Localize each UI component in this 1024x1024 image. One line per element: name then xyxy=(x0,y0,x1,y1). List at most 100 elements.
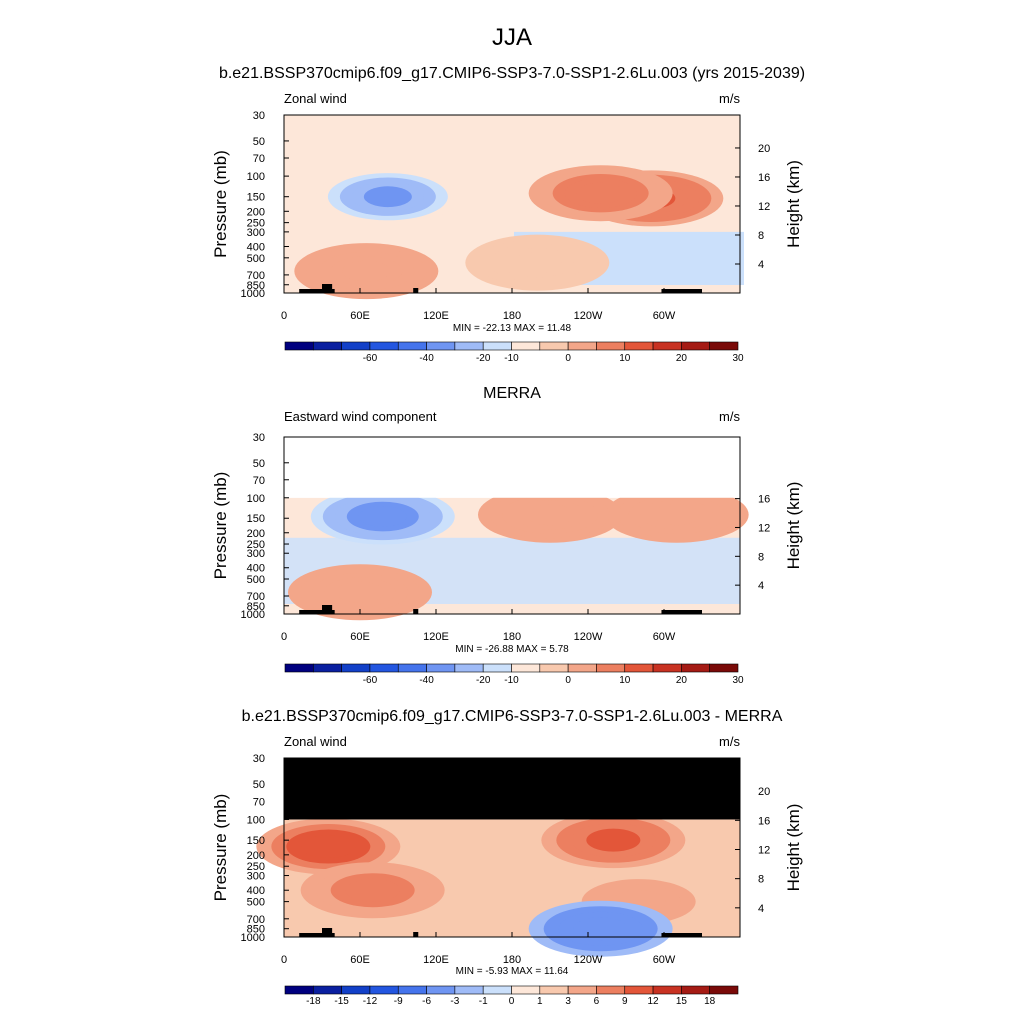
colorbar-swatch xyxy=(539,663,569,673)
colorbar-swatch xyxy=(567,663,597,673)
y-tick-label: 400 xyxy=(247,885,265,897)
x-tick-label: 0 xyxy=(281,631,287,643)
y-tick-label: 70 xyxy=(253,475,265,487)
y-tick-label: 1000 xyxy=(241,932,265,944)
colorbar-swatch xyxy=(681,985,710,995)
y-tick-label: 50 xyxy=(253,136,265,148)
y-tick-label: 500 xyxy=(247,574,265,586)
colorbar-swatch xyxy=(397,341,427,351)
colorbar-label: 18 xyxy=(704,996,716,1007)
colorbar-label: -40 xyxy=(419,353,434,364)
colorbar-swatch xyxy=(482,341,512,351)
figure-title: JJA xyxy=(492,24,532,51)
panel-subtitle: MERRA xyxy=(483,385,541,402)
height-tick-label: 8 xyxy=(758,230,764,242)
panel-3: b.e21.BSSP370cmip6.f09_g17.CMIP6-SSP3-7.… xyxy=(211,708,803,1007)
panel-subtitle: b.e21.BSSP370cmip6.f09_g17.CMIP6-SSP3-7.… xyxy=(219,65,805,82)
terrain-block xyxy=(299,933,335,937)
colorbar-swatch xyxy=(624,985,654,995)
colorbar-label: 12 xyxy=(648,996,660,1007)
colorbar-label: -18 xyxy=(306,996,321,1007)
colorbar-label: -3 xyxy=(450,996,459,1007)
x-tick-label: 60W xyxy=(653,310,676,322)
colorbar-swatch xyxy=(397,663,427,673)
colorbar-swatch xyxy=(709,663,739,673)
terrain-block xyxy=(322,605,333,614)
y-axis-label: Pressure (mb) xyxy=(211,150,230,258)
terrain-block xyxy=(661,289,702,293)
panel-units-label: m/s xyxy=(719,91,740,106)
y-tick-label: 700 xyxy=(247,591,265,603)
y-tick-label: 50 xyxy=(253,779,265,791)
colorbar-swatch xyxy=(341,341,371,351)
field-feature-3 xyxy=(345,878,400,902)
colorbar-label: 0 xyxy=(509,996,515,1007)
y-tick-label: 850 xyxy=(247,280,265,292)
x-tick-label: 180 xyxy=(503,631,521,643)
terrain-block xyxy=(299,610,335,614)
colorbar-swatch xyxy=(426,663,456,673)
colorbar-swatch xyxy=(313,985,342,995)
colorbar-label: 10 xyxy=(619,675,631,686)
x-tick-label: 180 xyxy=(503,954,521,966)
y-tick-label: 250 xyxy=(247,861,265,873)
colorbar-label: 15 xyxy=(676,996,688,1007)
height-tick-label: 16 xyxy=(758,494,770,506)
colorbar-label: -60 xyxy=(363,675,378,686)
field-feature-1 xyxy=(301,835,356,859)
y-tick-label: 100 xyxy=(247,814,265,826)
colorbar-swatch xyxy=(511,663,541,673)
colorbar-swatch xyxy=(313,663,342,673)
colorbar-label: -6 xyxy=(422,996,431,1007)
height-tick-label: 4 xyxy=(758,259,764,271)
field-feature-4 xyxy=(342,260,391,282)
y-tick-label: 70 xyxy=(253,796,265,808)
colorbar-label: -40 xyxy=(419,675,434,686)
colorbar-swatch xyxy=(454,663,484,673)
colorbar-swatch xyxy=(652,985,682,995)
field-feature-4 xyxy=(336,581,384,603)
field-feature-5 xyxy=(573,917,628,941)
colorbar-label: -1 xyxy=(479,996,488,1007)
terrain-block xyxy=(413,288,419,293)
y-tick-label: 850 xyxy=(247,601,265,613)
y-axis-label: Pressure (mb) xyxy=(211,472,230,580)
field-feature-5 xyxy=(513,252,562,274)
colorbar-swatch xyxy=(284,663,314,673)
colorbar-swatch xyxy=(596,663,626,673)
height-tick-label: 12 xyxy=(758,201,770,213)
x-tick-label: 120W xyxy=(574,631,603,643)
colorbar-swatch xyxy=(624,663,654,673)
colorbar-swatch xyxy=(567,985,597,995)
y-tick-label: 30 xyxy=(253,110,265,122)
y-tick-label: 100 xyxy=(247,171,265,183)
height-tick-label: 20 xyxy=(758,786,770,798)
y-tick-label: 250 xyxy=(247,539,265,551)
colorbar-label: -60 xyxy=(363,353,378,364)
colorbar-swatch xyxy=(681,663,710,673)
colorbar-label: -20 xyxy=(476,675,491,686)
missing-data-mask xyxy=(284,758,740,820)
terrain-block xyxy=(299,289,335,293)
min-max-readout: MIN = -5.93 MAX = 11.64 xyxy=(456,966,569,977)
y-tick-label: 100 xyxy=(247,493,265,505)
y-tick-label: 500 xyxy=(247,253,265,265)
x-tick-label: 180 xyxy=(503,310,521,322)
terrain-block xyxy=(413,932,419,937)
min-max-readout: MIN = -26.88 MAX = 5.78 xyxy=(455,644,569,655)
y-axis-right-label: Height (km) xyxy=(784,804,803,892)
terrain-block xyxy=(661,933,702,937)
y-tick-label: 30 xyxy=(253,432,265,444)
x-tick-label: 60W xyxy=(653,631,676,643)
x-tick-label: 0 xyxy=(281,954,287,966)
y-tick-label: 30 xyxy=(253,753,265,765)
x-tick-label: 0 xyxy=(281,310,287,322)
colorbar-label: -12 xyxy=(363,996,378,1007)
y-tick-label: 300 xyxy=(247,227,265,239)
field-feature-2 xyxy=(652,504,701,526)
colorbar-swatch xyxy=(511,341,541,351)
colorbar-swatch xyxy=(652,341,682,351)
colorbar-swatch xyxy=(426,985,456,995)
y-tick-label: 150 xyxy=(247,513,265,525)
